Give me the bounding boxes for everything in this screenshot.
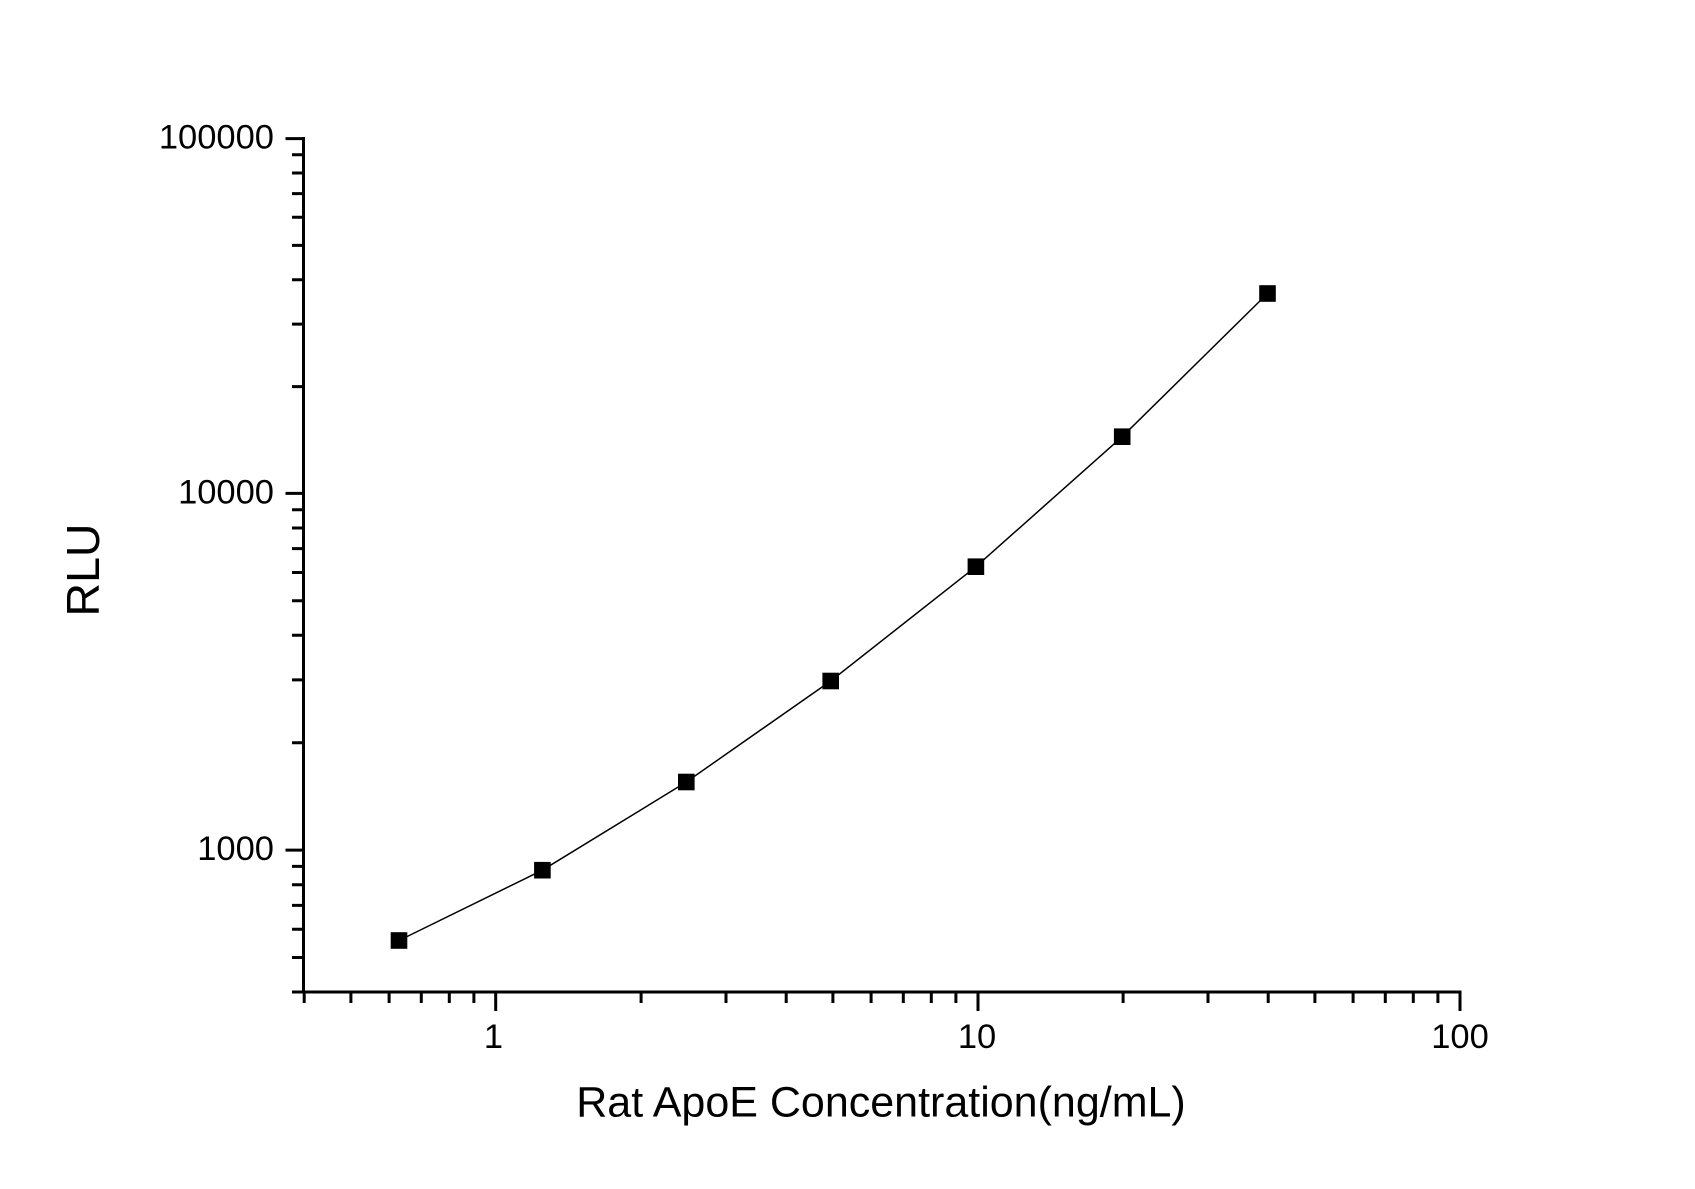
svg-text:1: 1 [484, 1018, 503, 1056]
svg-text:1000: 1000 [197, 830, 274, 868]
svg-text:RLU: RLU [57, 523, 109, 616]
svg-text:100000: 100000 [159, 118, 274, 156]
svg-text:100: 100 [1431, 1018, 1489, 1056]
svg-text:10000: 10000 [178, 473, 274, 511]
svg-text:Rat ApoE Concentration(ng/mL): Rat ApoE Concentration(ng/mL) [576, 1079, 1186, 1127]
svg-text:10: 10 [958, 1018, 996, 1056]
